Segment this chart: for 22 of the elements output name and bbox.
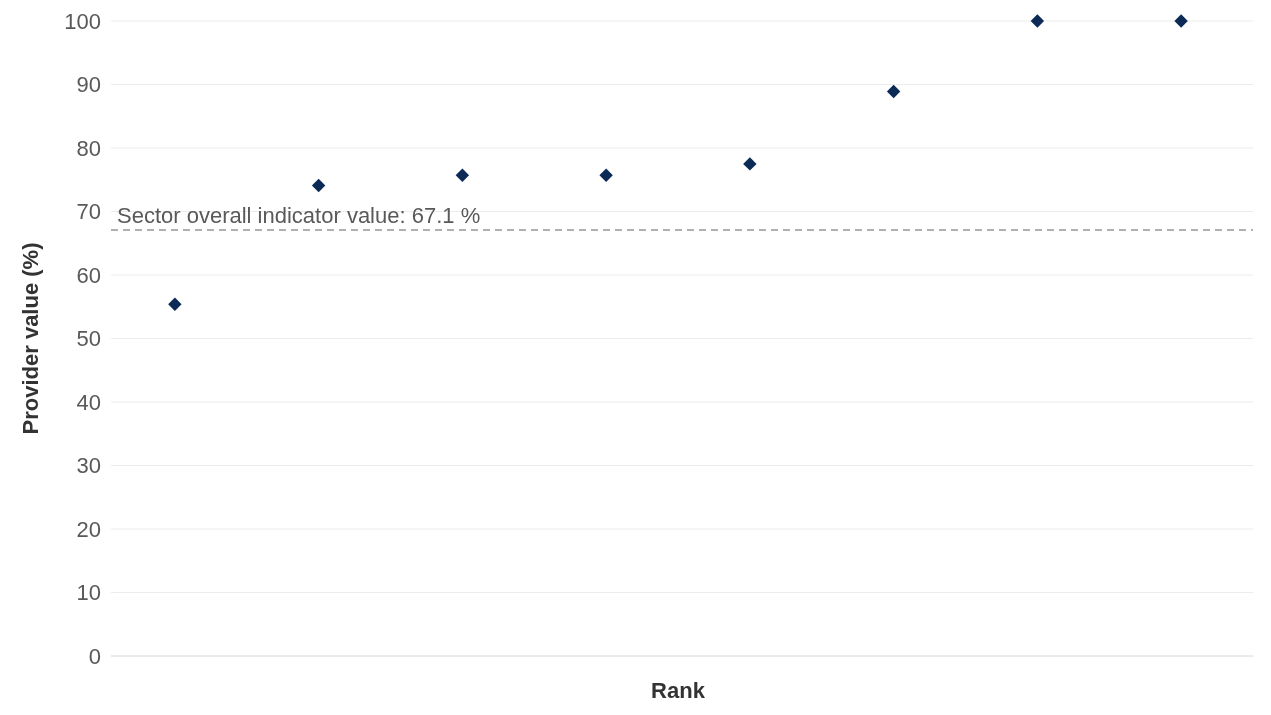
y-tick-label: 100	[64, 8, 101, 34]
x-axis-title: Rank	[651, 678, 706, 703]
y-tick-label: 30	[76, 453, 101, 479]
y-tick-label: 10	[76, 580, 101, 606]
y-tick-label: 40	[76, 389, 101, 415]
point	[886, 84, 901, 99]
ref-line-label: Sector overall indicator value: 67.1 %	[117, 202, 481, 228]
point	[168, 297, 182, 311]
y-tick-label: 60	[76, 262, 101, 288]
y-tick-label: 80	[76, 135, 101, 161]
y-tick-label: 0	[88, 643, 101, 669]
point	[1030, 14, 1045, 28]
y-tick-label: 20	[76, 516, 101, 542]
y-tick-label: 90	[76, 72, 101, 98]
point	[311, 178, 326, 193]
y-tick-label: 70	[76, 199, 101, 225]
point	[743, 157, 757, 171]
y-tick-label: 50	[76, 326, 101, 352]
point	[1174, 14, 1188, 28]
y-axis-title: Provider value (%)	[18, 242, 43, 435]
point	[599, 168, 613, 183]
point	[455, 168, 470, 183]
